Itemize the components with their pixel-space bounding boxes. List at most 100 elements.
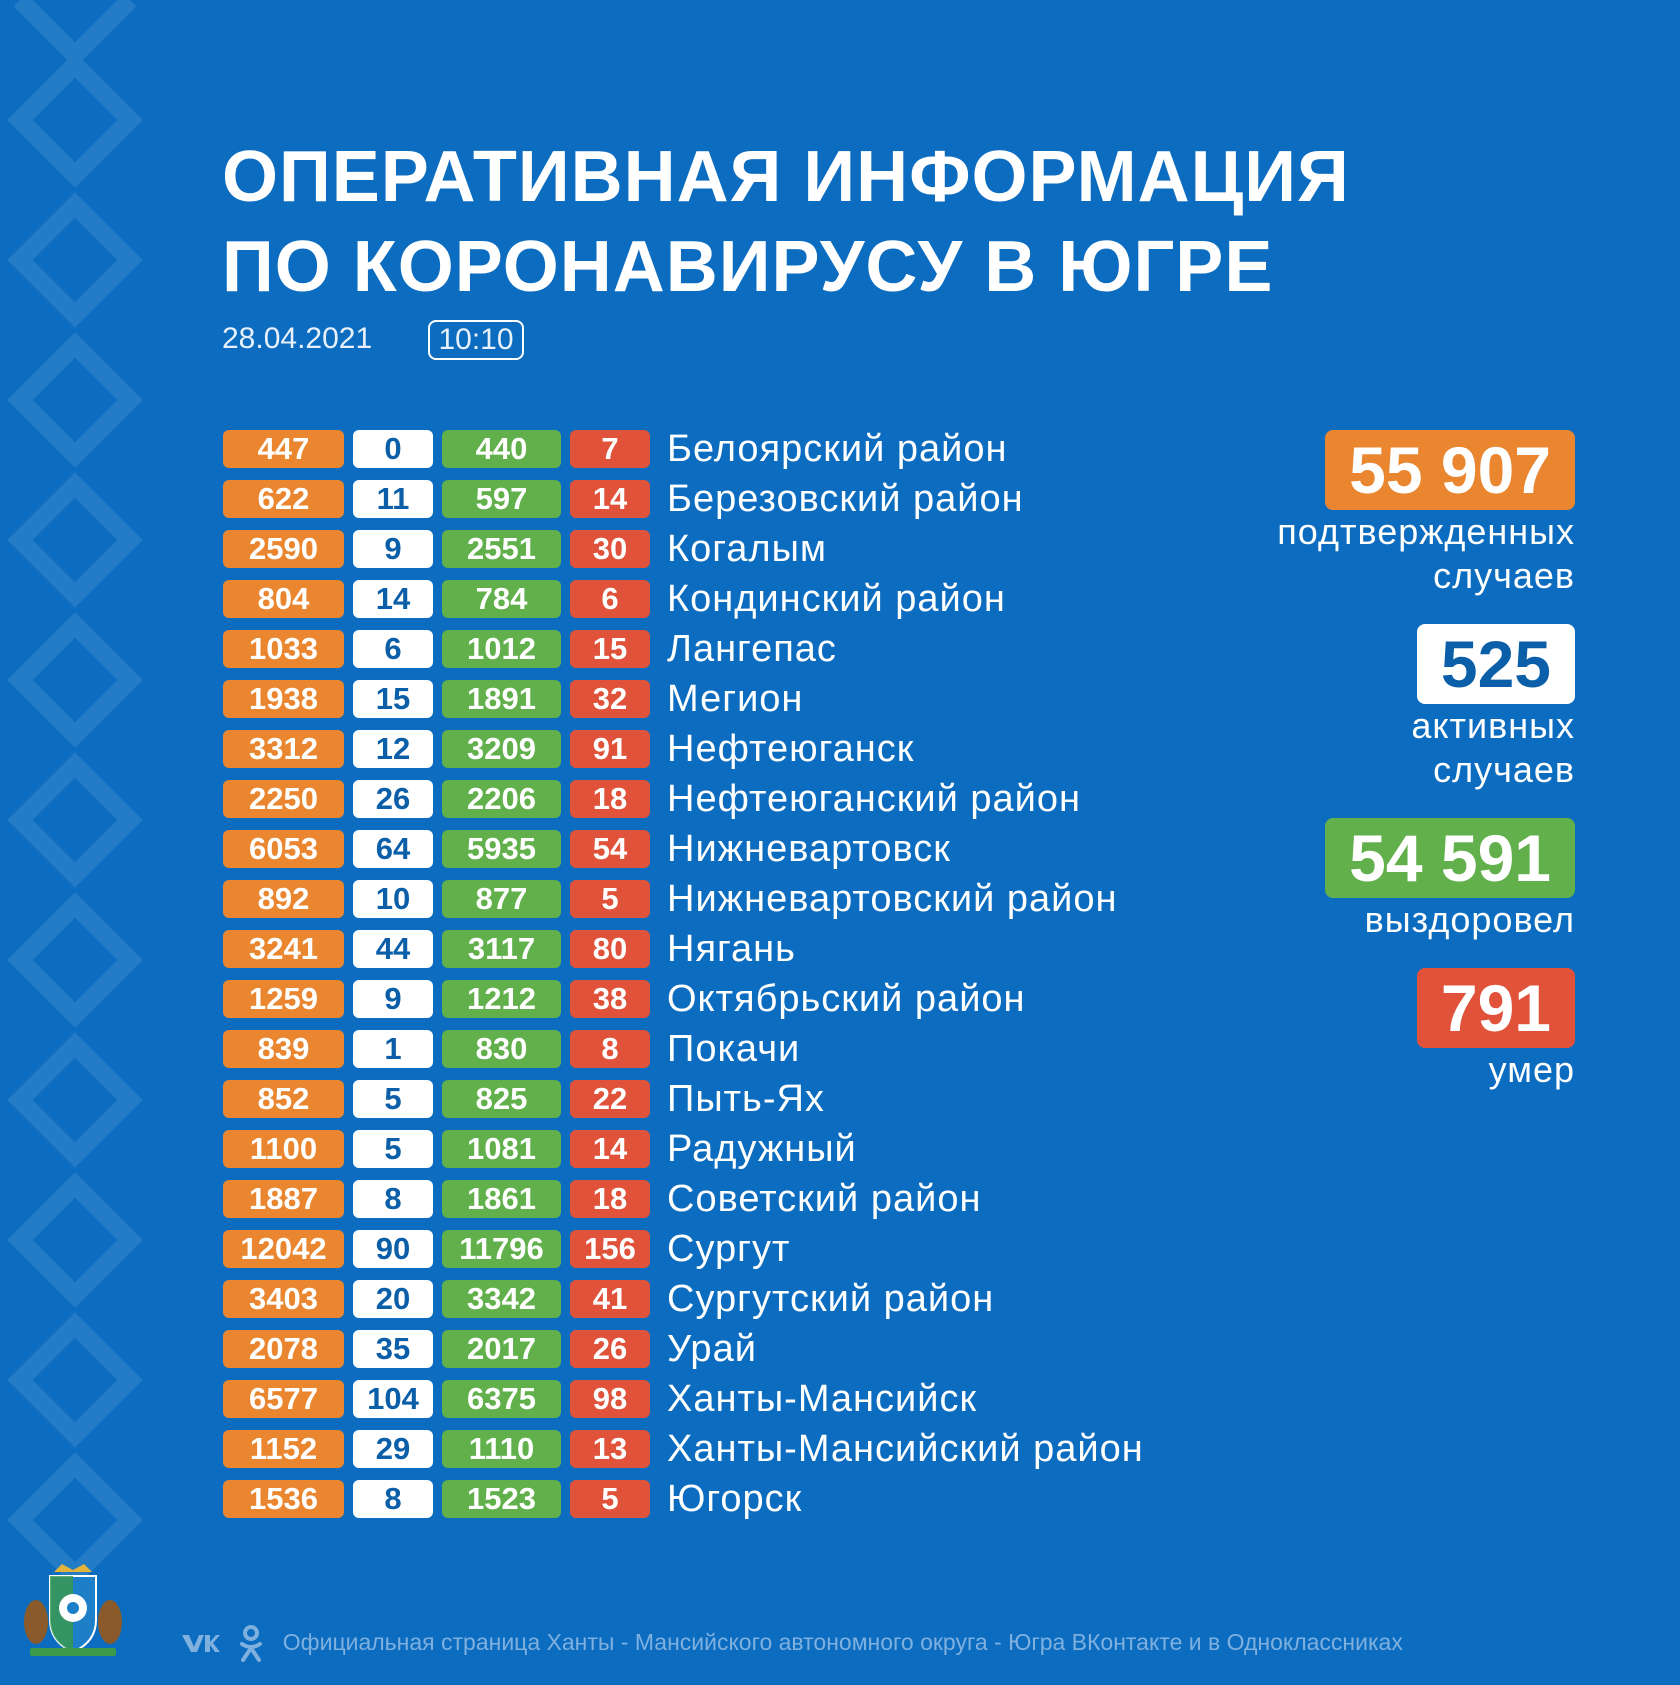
confirmed-cell: 1152 (223, 1430, 344, 1468)
active-cell: 8 (353, 1180, 433, 1218)
recovered-cell: 2017 (442, 1330, 561, 1368)
confirmed-cell: 2078 (223, 1330, 344, 1368)
recovered-cell: 597 (442, 480, 561, 518)
confirmed-cell: 447 (223, 430, 344, 468)
active-cell: 29 (353, 1430, 433, 1468)
confirmed-caption-2: случаев (1433, 555, 1575, 596)
table-row: 12042 90 11796 156 Сургут (223, 1228, 1223, 1270)
active-cell: 14 (353, 580, 433, 618)
confirmed-cell: 12042 (223, 1230, 344, 1268)
deaths-cell: 6 (570, 580, 650, 618)
district-name: Нижневартовск (667, 828, 951, 870)
active-cell: 11 (353, 480, 433, 518)
ornament-pattern (7, 0, 143, 1588)
district-name: Белоярский район (667, 428, 1008, 470)
deaths-cell: 14 (570, 480, 650, 518)
active-cell: 10 (353, 880, 433, 918)
deaths-cell: 8 (570, 1030, 650, 1068)
district-name: Кондинский район (667, 578, 1006, 620)
district-name: Ханты-Мансийский район (667, 1428, 1144, 1470)
district-name: Нефтеюганский район (667, 778, 1082, 820)
confirmed-caption-1: подтвержденных (1277, 511, 1575, 552)
confirmed-cell: 892 (223, 880, 344, 918)
confirmed-cell: 1938 (223, 680, 344, 718)
recovered-cell: 6375 (442, 1380, 561, 1418)
district-name: Покачи (667, 1028, 801, 1070)
active-cell: 12 (353, 730, 433, 768)
table-row: 6577 104 6375 98 Ханты-Мансийск (223, 1378, 1223, 1420)
deaths-cell: 18 (570, 780, 650, 818)
table-row: 6053 64 5935 54 Нижневартовск (223, 828, 1223, 870)
district-name: Нижневартовский район (667, 878, 1118, 920)
deaths-cell: 7 (570, 430, 650, 468)
table-row: 3241 44 3117 80 Нягань (223, 928, 1223, 970)
deaths-cell: 80 (570, 930, 650, 968)
confirmed-cell: 1033 (223, 630, 344, 668)
recovered-total: 54 591 (1325, 818, 1575, 898)
summary-active: 525 активных случаев (1411, 624, 1575, 792)
district-name: Урай (667, 1328, 757, 1370)
active-cell: 6 (353, 630, 433, 668)
active-cell: 64 (353, 830, 433, 868)
recovered-cell: 5935 (442, 830, 561, 868)
deaths-cell: 15 (570, 630, 650, 668)
table-row: 804 14 784 6 Кондинский район (223, 578, 1223, 620)
confirmed-cell: 3403 (223, 1280, 344, 1318)
deaths-cell: 22 (570, 1080, 650, 1118)
confirmed-total: 55 907 (1325, 430, 1575, 510)
deaths-cell: 13 (570, 1430, 650, 1468)
confirmed-cell: 839 (223, 1030, 344, 1068)
active-cell: 90 (353, 1230, 433, 1268)
district-name: Советский район (667, 1178, 982, 1220)
table-row: 622 11 597 14 Березовский район (223, 478, 1223, 520)
deaths-cell: 30 (570, 530, 650, 568)
table-row: 1259 9 1212 38 Октябрьский район (223, 978, 1223, 1020)
recovered-cell: 877 (442, 880, 561, 918)
confirmed-cell: 1887 (223, 1180, 344, 1218)
district-name: Когалым (667, 528, 828, 570)
recovered-cell: 1212 (442, 980, 561, 1018)
summary-confirmed: 55 907 подтвержденных случаев (1277, 430, 1575, 598)
deaths-cell: 32 (570, 680, 650, 718)
active-cell: 8 (353, 1480, 433, 1518)
recovered-cell: 2206 (442, 780, 561, 818)
report-time: 10:10 (428, 320, 524, 360)
district-name: Югорск (667, 1478, 803, 1520)
summary-recovered: 54 591 выздоровел (1325, 818, 1575, 942)
confirmed-cell: 804 (223, 580, 344, 618)
recovered-cell: 1523 (442, 1480, 561, 1518)
active-caption-2: случаев (1433, 749, 1575, 790)
recovered-cell: 3117 (442, 930, 561, 968)
deaths-cell: 91 (570, 730, 650, 768)
deaths-cell: 54 (570, 830, 650, 868)
vk-icon[interactable] (180, 1632, 220, 1656)
deaths-caption: умер (1488, 1049, 1575, 1090)
deaths-cell: 41 (570, 1280, 650, 1318)
recovered-cell: 1891 (442, 680, 561, 718)
coat-of-arms-icon (24, 1564, 122, 1656)
district-name: Березовский район (667, 478, 1024, 520)
recovered-cell: 1081 (442, 1130, 561, 1168)
district-name: Ханты-Мансийск (667, 1378, 978, 1420)
district-name: Мегион (667, 678, 804, 720)
table-row: 852 5 825 22 Пыть-Ях (223, 1078, 1223, 1120)
title-line-1: ОПЕРАТИВНАЯ ИНФОРМАЦИЯ (222, 137, 1350, 217)
confirmed-cell: 1259 (223, 980, 344, 1018)
table-row: 2078 35 2017 26 Урай (223, 1328, 1223, 1370)
active-cell: 44 (353, 930, 433, 968)
active-cell: 104 (353, 1380, 433, 1418)
district-name: Нягань (667, 928, 796, 970)
recovered-cell: 440 (442, 430, 561, 468)
recovered-cell: 825 (442, 1080, 561, 1118)
confirmed-cell: 6577 (223, 1380, 344, 1418)
odnoklassniki-icon[interactable] (238, 1624, 264, 1664)
active-cell: 9 (353, 980, 433, 1018)
deaths-cell: 26 (570, 1330, 650, 1368)
footer: Официальная страница Ханты - Мансийского… (180, 1622, 1640, 1662)
recovered-cell: 2551 (442, 530, 561, 568)
table-row: 1887 8 1861 18 Советский район (223, 1178, 1223, 1220)
district-name: Пыть-Ях (667, 1078, 825, 1120)
district-name: Сургутский район (667, 1278, 995, 1320)
active-cell: 15 (353, 680, 433, 718)
confirmed-cell: 2250 (223, 780, 344, 818)
